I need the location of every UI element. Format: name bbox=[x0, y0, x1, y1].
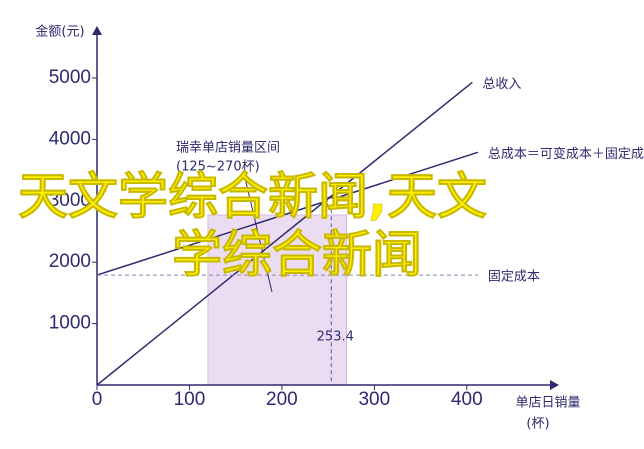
x-tick-label: 400 bbox=[451, 389, 483, 410]
shaded-range bbox=[207, 214, 348, 386]
series-line bbox=[96, 81, 473, 386]
x-tick-label: 300 bbox=[358, 389, 390, 410]
x-tick-label: 200 bbox=[266, 389, 298, 410]
range-pointer bbox=[244, 177, 273, 293]
series-label: 总成本＝可变成本＋固定成本 bbox=[488, 146, 644, 162]
x-axis-title: (杯) bbox=[526, 417, 549, 432]
x-tick-label: 100 bbox=[174, 389, 206, 410]
y-tick-label: 2000 bbox=[49, 251, 91, 272]
watermark: 学综合新闻 bbox=[172, 226, 422, 284]
range-label: (125~270杯) bbox=[176, 160, 260, 175]
range-label: 瑞幸单店销量区间 bbox=[176, 141, 280, 156]
y-axis-title: 金额(元) bbox=[35, 24, 84, 40]
y-tick-label: 3000 bbox=[49, 190, 91, 211]
break-even-point bbox=[325, 196, 338, 209]
y-arrow bbox=[92, 26, 102, 35]
watermark: 天文学综合新闻,天文 bbox=[18, 168, 487, 226]
x-arrow bbox=[550, 380, 559, 390]
break-even-label: 253.4 bbox=[317, 330, 354, 345]
x-axis-title: 单店日销量 bbox=[515, 396, 580, 411]
x-tick-label: 0 bbox=[92, 389, 103, 410]
y-tick-label: 1000 bbox=[49, 313, 91, 334]
series-label: 固定成本 bbox=[488, 270, 540, 285]
y-tick-label: 4000 bbox=[49, 128, 91, 149]
series-line bbox=[96, 151, 479, 276]
series-label: 总收入 bbox=[482, 77, 521, 92]
y-tick-label: 5000 bbox=[49, 67, 91, 88]
